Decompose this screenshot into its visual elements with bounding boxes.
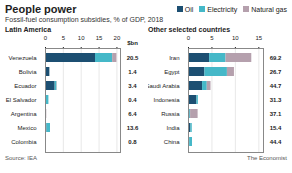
svg-text:Mexico: Mexico: [17, 125, 37, 131]
svg-text:26.7: 26.7: [270, 69, 282, 75]
html-text:Natural gas: Natural gas: [251, 5, 287, 13]
svg-text:$bn: $bn: [127, 40, 138, 46]
svg-text:Egypt: Egypt: [164, 69, 180, 75]
html-text:The Economist: The Economist: [247, 155, 287, 161]
svg-text:3.4: 3.4: [128, 83, 137, 89]
svg-text:1.4: 1.4: [128, 69, 137, 75]
svg-text:Russia: Russia: [161, 111, 180, 117]
html-text:Oil: Oil: [184, 5, 194, 13]
svg-text:China: China: [164, 139, 180, 145]
svg-text:India: India: [166, 125, 180, 131]
svg-text:10: 10: [78, 35, 85, 41]
svg-text:Iran: Iran: [169, 55, 179, 61]
svg-text:0: 0: [44, 35, 48, 41]
svg-text:Ecuador: Ecuador: [14, 83, 36, 89]
svg-text:Bolivia: Bolivia: [19, 69, 37, 75]
svg-text:5: 5: [62, 35, 66, 41]
svg-text:44.4: 44.4: [270, 139, 282, 145]
svg-text:Argentina: Argentina: [11, 111, 37, 117]
svg-text:20: 20: [114, 35, 121, 41]
svg-text:20.5: 20.5: [127, 55, 139, 61]
svg-text:13.6: 13.6: [127, 125, 139, 131]
svg-text:44.7: 44.7: [270, 83, 282, 89]
svg-text:31.3: 31.3: [270, 97, 282, 103]
svg-text:0: 0: [187, 35, 191, 41]
svg-text:El Salvador: El Salvador: [6, 97, 37, 103]
svg-text:Saudi Arabia: Saudi Arabia: [148, 83, 180, 89]
html-text:Electricity: Electricity: [207, 5, 238, 13]
svg-text:0.8: 0.8: [128, 139, 137, 145]
svg-text:Colombia: Colombia: [11, 139, 37, 145]
svg-text:Venezuela: Venezuela: [8, 55, 37, 61]
html-text:People power: People power: [5, 3, 77, 15]
svg-text:6.4: 6.4: [128, 111, 137, 117]
svg-text:10: 10: [232, 35, 239, 41]
html-text:Fossil-fuel consumption subsid: Fossil-fuel consumption subsidies, % of …: [5, 16, 164, 23]
svg-text:15.4: 15.4: [270, 125, 282, 131]
svg-text:Indonesia: Indonesia: [153, 97, 180, 103]
svg-text:15: 15: [255, 35, 262, 41]
svg-text:5: 5: [210, 35, 214, 41]
html-text:Latin America: Latin America: [5, 26, 51, 33]
svg-text:0.4: 0.4: [128, 97, 137, 103]
svg-text:37.1: 37.1: [270, 111, 282, 117]
svg-text:15: 15: [96, 35, 103, 41]
svg-text:69.2: 69.2: [270, 55, 282, 61]
html-text:Other selected countries: Other selected countries: [148, 26, 231, 33]
html-text:Source: IEA: Source: IEA: [5, 155, 37, 161]
